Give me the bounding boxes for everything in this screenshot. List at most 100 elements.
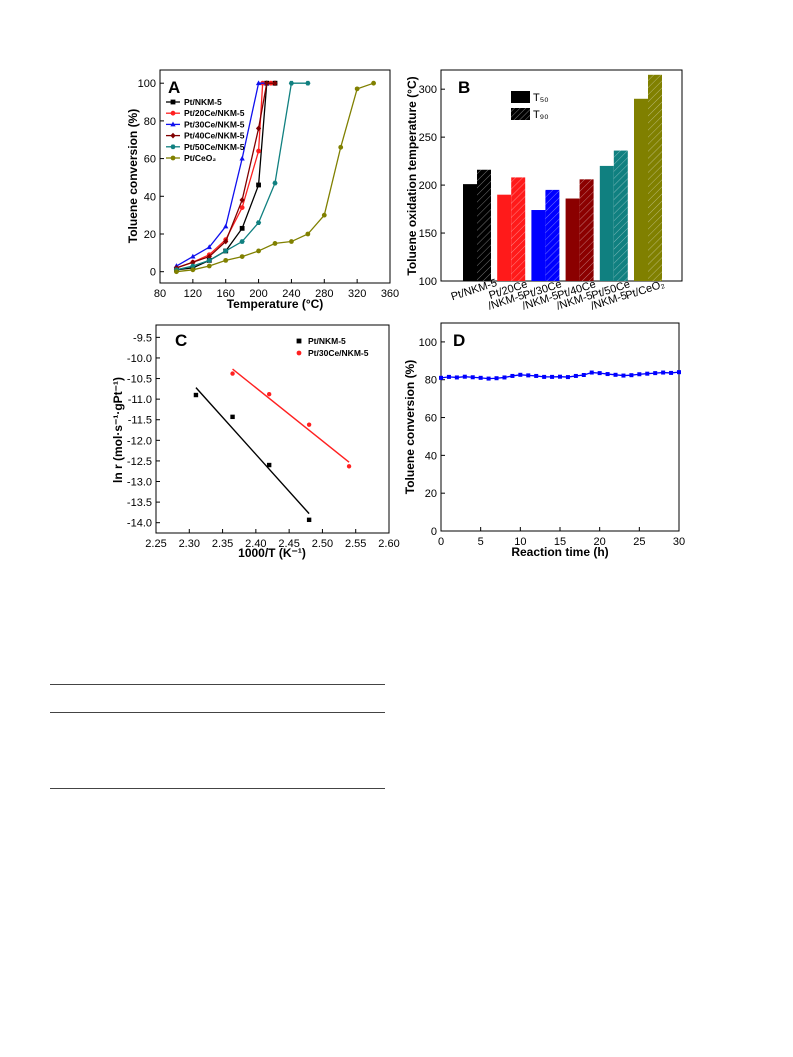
panel-b-legend: T₅₀ T₉₀	[511, 91, 549, 121]
y-tick-label: -11.0	[128, 394, 152, 406]
data-point	[558, 374, 562, 379]
y-tick-label: -13.0	[127, 477, 152, 489]
panel-b-bars	[463, 74, 662, 281]
legend-entry: Pt/50Ce/NKM-5	[184, 142, 245, 152]
panel-a: A 80 120 160 200 240 280 320 360 0 20 40 60 80 100 P…	[126, 69, 399, 311]
bar	[477, 169, 491, 281]
bar	[497, 194, 512, 281]
data-point	[223, 238, 229, 245]
y-tick-label: -11.5	[128, 415, 152, 427]
data-point	[239, 254, 245, 260]
legend-swatch	[511, 108, 530, 120]
data-point	[581, 373, 586, 377]
data-point	[462, 374, 467, 379]
x-tick-label: 2.25	[145, 538, 166, 550]
panel-a-series	[173, 80, 376, 275]
bar	[565, 198, 580, 281]
data-point	[346, 464, 352, 469]
panel-c-legend: Pt/NKM-5 Pt/30Ce/NKM-5	[296, 336, 369, 358]
legend-marker	[170, 144, 176, 150]
data-point	[306, 422, 312, 427]
data-point	[629, 373, 634, 378]
x-tick-label: 240	[282, 288, 300, 300]
y-tick-label: 60	[144, 154, 156, 166]
data-point	[239, 225, 245, 231]
y-tick-label: 100	[138, 78, 156, 90]
data-point	[661, 370, 666, 375]
y-tick-label: -12.0	[127, 435, 152, 447]
data-point	[206, 253, 212, 260]
x-tick-label: 280	[315, 288, 333, 300]
y-tick-label: 300	[419, 84, 437, 96]
data-point	[321, 212, 327, 218]
data-point	[190, 263, 196, 269]
panel-b: B 100 150 200 250 300 Pt/NKM-5Pt/20Ce/NKM-5P…	[405, 69, 683, 313]
x-tick-label: 30	[673, 536, 685, 548]
data-point	[305, 231, 311, 237]
legend-entry: T₅₀	[533, 92, 549, 104]
legend-marker	[170, 99, 176, 105]
data-point	[255, 80, 262, 86]
panel-d-x-ticks: 0 5 10 15 20 25 30	[438, 527, 685, 548]
data-point	[573, 373, 578, 378]
data-point	[637, 372, 642, 377]
data-point	[478, 375, 483, 380]
data-point	[645, 371, 650, 376]
panel-d-series	[439, 370, 681, 381]
data-point	[174, 269, 179, 275]
category-label: Pt/CeO₂	[624, 278, 666, 302]
x-tick-label: 2.55	[345, 538, 366, 550]
panel-c-frame	[155, 324, 390, 534]
data-point	[239, 205, 245, 211]
data-point	[255, 220, 262, 225]
y-tick-label: -10.5	[127, 374, 152, 386]
panel-d-frame	[440, 322, 680, 532]
data-point	[470, 375, 475, 380]
data-point	[613, 372, 618, 377]
data-point	[256, 248, 261, 254]
data-point	[289, 239, 294, 244]
data-point	[669, 370, 674, 375]
fit-line	[232, 368, 350, 463]
panel-d-y-ticks: 0 20 40 60 80 100	[419, 337, 445, 538]
legend-entry: Pt/20Ce/NKM-5	[184, 108, 245, 118]
y-tick-label: 0	[150, 267, 156, 279]
data-point	[264, 80, 270, 87]
panel-d-y-label: Toluene conversion (%)	[403, 360, 417, 494]
bar	[545, 189, 560, 281]
y-tick-label: 0	[431, 526, 437, 538]
y-tick-label: 100	[419, 337, 437, 349]
panel-a-x-ticks: 80 120 160 200 240 280 320 360	[154, 279, 399, 300]
data-point	[239, 155, 245, 161]
panel-c-label: C	[175, 331, 187, 350]
y-tick-label: 150	[419, 228, 437, 240]
x-tick-label: 20	[594, 536, 606, 548]
data-point	[206, 263, 212, 269]
bar	[511, 177, 526, 281]
data-point	[190, 259, 196, 266]
data-point	[256, 148, 261, 154]
legend-swatch	[511, 91, 530, 103]
series-line	[176, 82, 275, 271]
y-tick-label: 20	[144, 229, 156, 241]
data-point	[272, 80, 278, 87]
panel-c-series	[193, 368, 352, 523]
legend-entry: Pt/NKM-5	[308, 336, 346, 346]
legend-entry: Pt/30Ce/NKM-5	[184, 119, 245, 129]
x-tick-label: 15	[554, 536, 566, 548]
data-point	[494, 376, 499, 381]
data-point	[534, 373, 539, 378]
y-tick-label: 40	[144, 191, 156, 203]
data-point	[223, 257, 229, 263]
panel-d-x-label: Reaction time (h)	[511, 545, 608, 559]
data-point	[653, 371, 658, 376]
series-line	[176, 82, 275, 269]
legend-marker	[170, 110, 176, 116]
data-point	[206, 244, 212, 250]
y-tick-label: 80	[144, 116, 156, 128]
y-tick-label: -12.5	[127, 456, 152, 468]
data-point	[338, 144, 344, 150]
bar	[463, 184, 477, 281]
data-point	[454, 375, 459, 380]
panel-c-x-label: 1000/T (K⁻¹)	[238, 546, 306, 560]
